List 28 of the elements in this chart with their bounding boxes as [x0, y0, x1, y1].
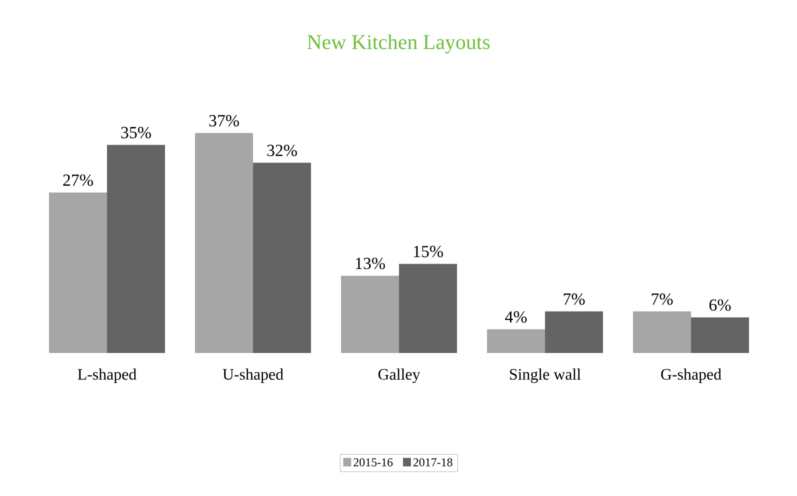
bar: [341, 276, 400, 353]
data-label: 6%: [709, 299, 731, 311]
bar: [545, 311, 604, 353]
x-tick-label: Single wall: [510, 368, 581, 384]
legend-label: 2017-18: [413, 458, 452, 466]
legend-label: 2015-16: [354, 458, 393, 466]
chart-title: New Kitchen Layouts: [307, 34, 490, 54]
bar: [253, 162, 312, 353]
x-tick-label: G-shaped: [661, 368, 722, 383]
x-tick-label: U-shaped: [222, 368, 284, 383]
data-label: 37%: [209, 114, 239, 126]
data-label: 7%: [564, 293, 585, 305]
data-label: 13%: [356, 258, 385, 270]
bar: [107, 144, 165, 353]
data-label: 27%: [63, 174, 93, 186]
x-tick-label: L-shaped: [78, 368, 136, 383]
bar: [399, 264, 458, 353]
data-label: 32%: [267, 144, 297, 156]
x-tick-label: Galley: [378, 368, 420, 384]
data-label: 35%: [121, 126, 151, 138]
data-label: 4%: [505, 311, 527, 323]
bar: [195, 133, 253, 353]
bar: [487, 329, 546, 353]
bar: [691, 317, 750, 353]
bar: [49, 192, 107, 353]
data-label: 7%: [652, 293, 673, 305]
bar: [633, 311, 692, 353]
data-label: 15%: [414, 246, 443, 258]
